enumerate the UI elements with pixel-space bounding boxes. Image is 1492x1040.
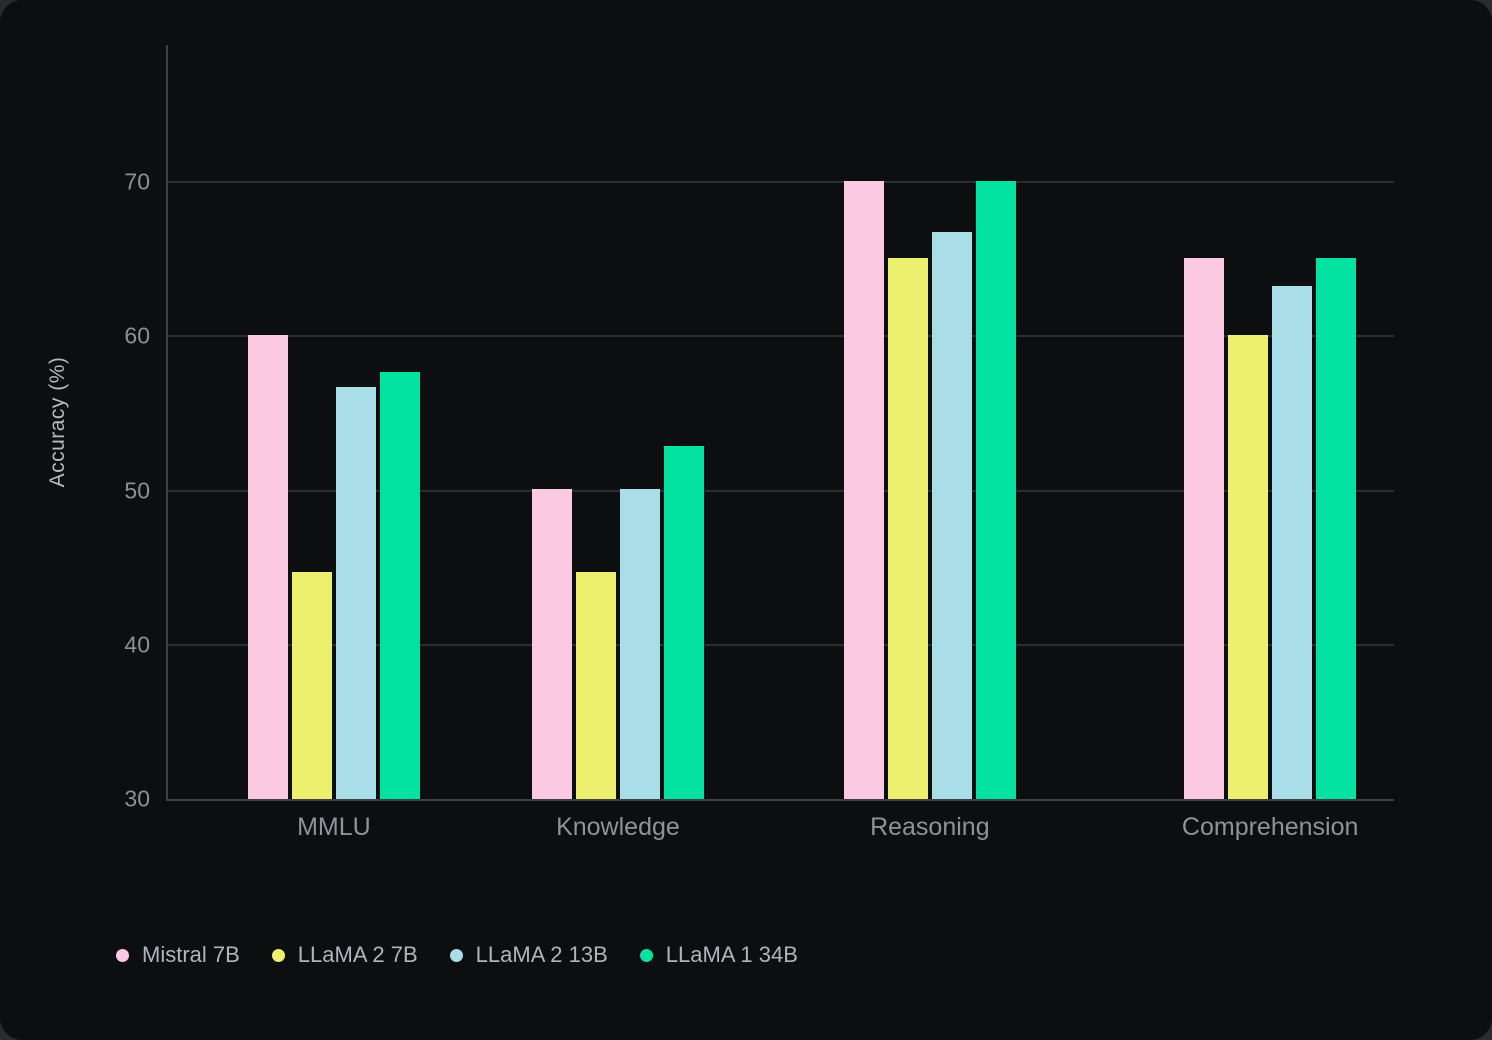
y-axis-title: Accuracy (%) <box>46 356 69 488</box>
bar-llama-1-34b-reasoning <box>975 180 1016 799</box>
y-tick-label-60: 60 <box>124 322 150 349</box>
legend-label-llama-2-13b: LLaMA 2 13B <box>475 942 608 967</box>
bar-mistral-7b-comprehension <box>1184 257 1225 799</box>
bar-mistral-7b-reasoning <box>843 180 884 799</box>
legend-label-llama-1-34b: LLaMA 1 34B <box>665 942 798 967</box>
x-axis-label-mmlu: MMLU <box>297 813 371 841</box>
legend-label-llama-2-7b: LLaMA 2 7B <box>297 942 418 967</box>
bar-llama-2-7b-knowledge <box>575 572 616 799</box>
legend-item-llama-2-13b[interactable]: LLaMA 2 13B <box>449 942 608 967</box>
legend-swatch-icon-llama-2-7b <box>271 948 285 962</box>
legend: Mistral 7B LLaMA 2 7B LLaMA 2 13B LLaMA 1 3… <box>116 944 798 966</box>
legend-swatch-icon-llama-1-34b <box>639 948 653 962</box>
bar-llama-2-7b-comprehension <box>1228 334 1269 799</box>
legend-swatch-icon-llama-2-13b <box>449 948 463 962</box>
bar-llama-1-34b-knowledge <box>663 445 704 799</box>
bar-group-comprehension: Comprehension <box>1182 45 1358 841</box>
bar-llama-1-34b-mmlu <box>379 371 420 799</box>
y-tick-label-70: 70 <box>124 168 150 195</box>
gridline-50 <box>168 489 1394 492</box>
bar-group-knowledge: Knowledge <box>531 45 704 841</box>
bar-group-mmlu: MMLU <box>247 45 420 841</box>
gridline-40 <box>168 643 1394 646</box>
legend-item-llama-2-7b[interactable]: LLaMA 2 7B <box>271 942 418 967</box>
y-tick-label-40: 40 <box>124 631 150 658</box>
bar-llama-2-13b-knowledge <box>619 489 660 799</box>
x-axis-label-reasoning: Reasoning <box>870 813 990 841</box>
bar-llama-2-7b-mmlu <box>291 572 332 799</box>
legend-item-llama-1-34b[interactable]: LLaMA 1 34B <box>639 942 798 967</box>
bar-mistral-7b-knowledge <box>531 489 572 799</box>
y-tick-label-50: 50 <box>124 477 150 504</box>
legend-item-mistral-7b[interactable]: Mistral 7B <box>116 944 240 966</box>
gridline-70 <box>168 181 1394 184</box>
y-tick-label-30: 30 <box>124 785 150 812</box>
bar-llama-2-13b-reasoning <box>931 231 972 799</box>
legend-label-mistral-7b: Mistral 7B <box>142 942 240 967</box>
bar-llama-2-13b-mmlu <box>335 387 376 799</box>
legend-swatch-icon-mistral-7b <box>116 948 129 962</box>
bar-llama-2-7b-reasoning <box>887 257 928 799</box>
bar-group-reasoning: Reasoning <box>843 45 1016 841</box>
bar-llama-1-34b-comprehension <box>1316 257 1357 799</box>
x-axis-label-comprehension: Comprehension <box>1181 813 1359 841</box>
gridline-60 <box>168 335 1394 338</box>
bar-mistral-7b-mmlu <box>247 334 288 799</box>
x-axis-label-knowledge: Knowledge <box>556 813 680 841</box>
plot-area: 30 40 50 60 70 MMLU Knowledge Reasoning Comprehe… <box>124 45 1394 841</box>
bar-llama-2-13b-comprehension <box>1272 285 1313 799</box>
